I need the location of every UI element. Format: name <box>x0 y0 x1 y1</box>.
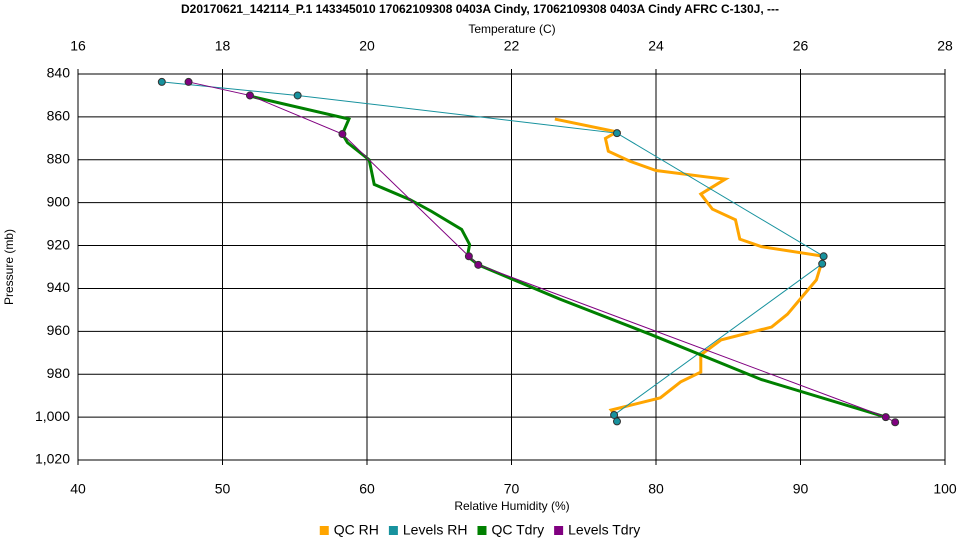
x2-tick-label: 20 <box>359 38 375 54</box>
x2-tick-label: 18 <box>215 38 231 54</box>
y-tick-label: 920 <box>47 236 71 252</box>
legend-label: Levels Tdry <box>568 522 640 538</box>
point-marker <box>184 77 193 86</box>
y-tick-label: 960 <box>47 322 71 338</box>
y-axis-label: Pressure (mb) <box>2 229 16 305</box>
series-line <box>249 94 887 419</box>
x2-tick-label: 16 <box>70 38 86 54</box>
y-tick-label: 940 <box>47 279 71 295</box>
y-tick-label: 1,020 <box>35 451 70 467</box>
point-marker <box>612 129 621 138</box>
x-tick-label: 90 <box>793 481 809 497</box>
y-tick-label: 840 <box>47 65 71 81</box>
series-line <box>161 81 825 422</box>
legend-swatch <box>319 526 329 535</box>
point-marker <box>891 418 900 427</box>
series-line <box>554 117 826 419</box>
x-tick-label: 60 <box>359 481 375 497</box>
x-tick-label: 40 <box>70 481 86 497</box>
x2-tick-label: 22 <box>504 38 520 54</box>
x-tick-label: 100 <box>933 481 957 497</box>
legend-swatch <box>554 526 564 535</box>
x-tick-label: 80 <box>648 481 664 497</box>
x2-tick-label: 26 <box>793 38 809 54</box>
x-axis-label: Relative Humidity (%) <box>454 499 569 513</box>
point-marker <box>610 410 619 419</box>
legend-label: QC RH <box>334 522 379 538</box>
legend-label: Levels RH <box>403 522 468 538</box>
x-tick-label: 50 <box>215 481 231 497</box>
point-marker <box>818 259 827 268</box>
point-marker <box>474 260 483 269</box>
y-tick-label: 1,000 <box>35 408 70 424</box>
legend-swatch <box>388 526 398 535</box>
x2-tick-label: 28 <box>937 38 953 54</box>
point-marker <box>157 77 166 86</box>
chart-title: D20170621_142114_P.1 143345010 170621093… <box>181 2 779 16</box>
point-marker <box>819 252 828 261</box>
point-marker <box>245 91 254 100</box>
x2-tick-label: 24 <box>648 38 664 54</box>
legend-swatch <box>477 526 487 535</box>
point-marker <box>464 252 473 261</box>
y-tick-label: 900 <box>47 193 71 209</box>
point-marker <box>338 130 347 139</box>
x-tick-label: 70 <box>504 481 520 497</box>
point-marker <box>881 413 890 422</box>
y-tick-label: 980 <box>47 365 71 381</box>
point-marker <box>293 91 302 100</box>
point-marker <box>612 417 621 426</box>
y-tick-label: 880 <box>47 150 71 166</box>
x2-axis-label: Temperature (C) <box>468 22 555 36</box>
legend-label: QC Tdry <box>491 522 544 538</box>
y-tick-label: 860 <box>47 108 71 124</box>
